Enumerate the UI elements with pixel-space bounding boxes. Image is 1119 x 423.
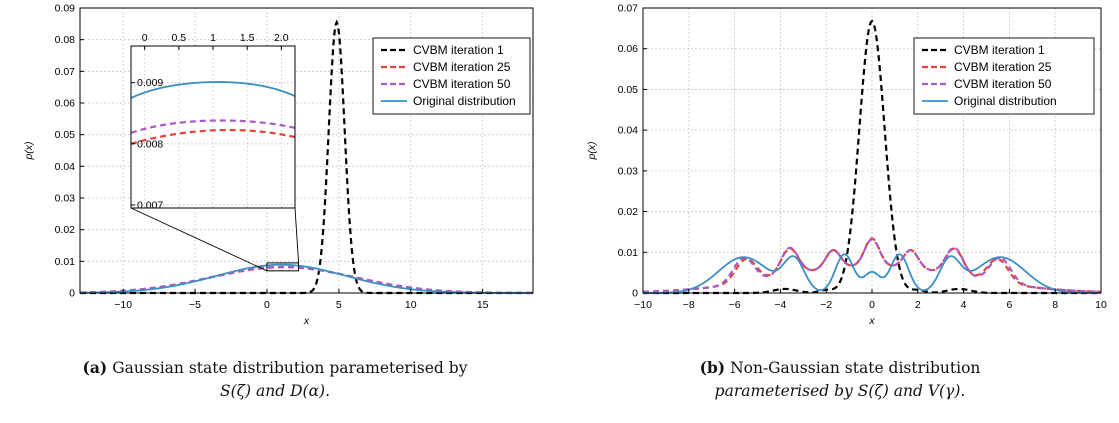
legend-label-2: CVBM iteration 25 — [954, 60, 1052, 74]
y-tick-label: 0.04 — [55, 161, 76, 173]
y-tick-label: 0.02 — [55, 224, 76, 236]
y-tick-label: 0.07 — [618, 3, 639, 15]
x-tick-label: 10 — [405, 299, 417, 311]
y-tick-label: 0.06 — [618, 43, 639, 55]
y-tick-label: 0 — [632, 288, 638, 300]
y-axis-label: p(x) — [586, 141, 598, 160]
y-tick-label: 0.01 — [55, 256, 76, 268]
inset-series-1 — [130, 81, 296, 99]
caption-a-line1: Gaussian state distribution parameterise… — [112, 359, 468, 377]
x-tick-label: −2 — [820, 299, 832, 311]
y-tick-label: 0.02 — [618, 206, 639, 218]
legend-label-4: Original distribution — [954, 94, 1057, 108]
caption-b: (b) Non-Gaussian state distribution para… — [630, 356, 1050, 403]
x-tick-label: 2 — [915, 299, 921, 311]
y-tick-label: 0.05 — [618, 84, 639, 96]
inset-x-tick-label: 1 — [210, 32, 216, 44]
y-tick-label: 0.03 — [55, 193, 76, 205]
caption-a-line2: S(ζ) and D(α). — [219, 382, 331, 400]
inset-x-tick-label: 0 — [142, 32, 148, 44]
y-tick-label: 0 — [69, 288, 75, 300]
inset-y-tick-label: 0.007 — [137, 199, 163, 211]
legend-label-1: CVBM iteration 1 — [413, 43, 504, 57]
y-tick-label: 0.07 — [55, 66, 76, 78]
x-tick-label: −5 — [189, 299, 201, 311]
x-tick-label: −4 — [774, 299, 786, 311]
zoom-connector — [294, 207, 300, 263]
caption-b-label: (b) — [699, 358, 726, 377]
x-tick-label: 6 — [1006, 299, 1012, 311]
plot-frame — [79, 7, 534, 294]
caption-b-line1: Non-Gaussian state distribution — [730, 359, 981, 377]
x-tick-label: −10 — [114, 299, 132, 311]
chart-a: −10 −5 0 5 10 1500.010.020.030.040.050.060.07… — [23, 3, 534, 327]
x-tick-label: 8 — [1052, 299, 1058, 311]
y-tick-label: 0.04 — [618, 125, 639, 137]
zoom-connector — [130, 207, 268, 272]
x-tick-label: 10 — [1095, 299, 1107, 311]
x-tick-label: 5 — [336, 299, 342, 311]
legend-label-1: CVBM iteration 1 — [954, 43, 1045, 57]
x-tick-label: −8 — [683, 299, 695, 311]
inset-series-2 — [130, 119, 296, 134]
series-line-4 — [643, 253, 1101, 294]
zoom-box — [266, 262, 300, 272]
legend-label-3: CVBM iteration 50 — [413, 77, 511, 91]
y-tick-label: 0.05 — [55, 129, 76, 141]
legend-label-4: Original distribution — [413, 94, 516, 108]
inset-series-3 — [130, 128, 296, 145]
x-tick-label: 0 — [869, 299, 875, 311]
x-tick-label: 4 — [961, 299, 967, 311]
inset-y-tick-label: 0.009 — [137, 77, 163, 89]
legend-label-3: CVBM iteration 50 — [954, 77, 1052, 91]
inset-x-tick-label: 1.5 — [240, 32, 255, 44]
series-line-4 — [79, 263, 534, 294]
y-tick-label: 0.06 — [55, 98, 76, 110]
y-tick-label: 0.01 — [618, 247, 639, 259]
inset-y-tick-label: 0.008 — [137, 138, 163, 150]
y-tick-label: 0.03 — [618, 165, 639, 177]
inset-x-tick-label: 0.5 — [172, 32, 187, 44]
x-tick-label: −10 — [634, 299, 652, 311]
y-tick-label: 0.08 — [55, 34, 76, 46]
caption-a-label: (a) — [82, 358, 108, 377]
chart-b: −10 −8 −6 −4 −2 0 2 4 6 8 10 0 0.01 0.02 0.03 0.04 0.05 0… — [586, 3, 1107, 328]
x-tick-label: 0 — [264, 299, 270, 311]
caption-b-line2: parameterised by S(ζ) and V(γ). — [714, 382, 966, 400]
x-tick-label: −6 — [729, 299, 741, 311]
series-line-3 — [642, 238, 1102, 293]
y-axis-label: p(x) — [23, 141, 35, 160]
caption-a: (a) Gaussian state distribution paramete… — [70, 356, 480, 403]
legend-label-2: CVBM iteration 25 — [413, 60, 511, 74]
y-tick-label: 0.09 — [55, 3, 76, 15]
x-axis-label: x — [303, 315, 310, 327]
x-tick-label: 15 — [477, 299, 489, 311]
x-axis-label: x — [868, 315, 875, 327]
inset-x-tick-label: 2.0 — [274, 32, 289, 44]
